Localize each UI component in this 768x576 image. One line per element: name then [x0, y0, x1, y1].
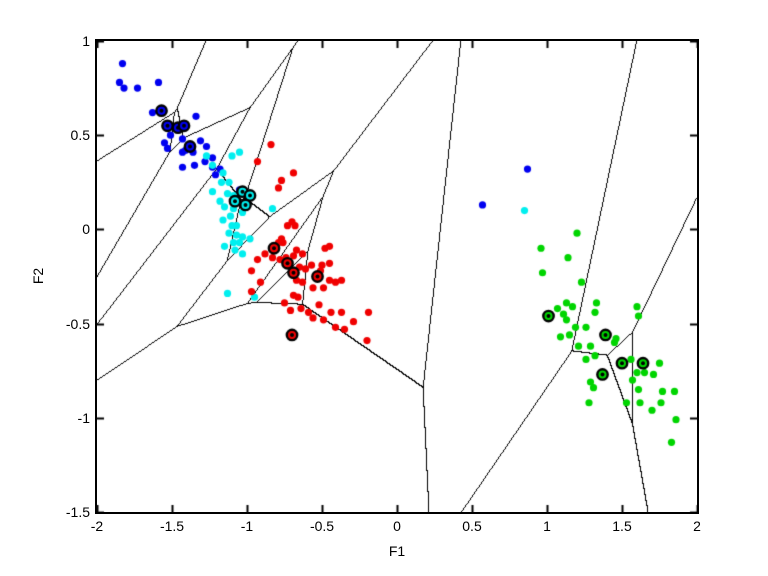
- y-tick-label: -0.5: [65, 315, 90, 332]
- x-tick-label: 1.5: [612, 518, 632, 534]
- x-tick-label: 0.5: [462, 518, 482, 534]
- x-tick-label: 0: [393, 518, 401, 534]
- x-tick-label: -0.5: [309, 518, 335, 534]
- x-tick-label: 1: [543, 518, 551, 534]
- y-tick-label: -1: [77, 409, 90, 426]
- y-tick-label: -1.5: [65, 504, 90, 520]
- scatter-voronoi-plot-canvas: [97, 41, 697, 512]
- y-axis-label: F2: [30, 267, 46, 285]
- x-tick-label: -1: [240, 518, 254, 534]
- x-tick-label: -1.5: [159, 518, 185, 534]
- x-tick-label: -2: [90, 518, 104, 534]
- y-tick-label: 0.5: [70, 127, 90, 144]
- y-tick-label: 1: [82, 33, 90, 49]
- x-axis-label: F1: [388, 543, 406, 559]
- y-tick-label: 0: [82, 221, 90, 238]
- x-tick-label: 2: [693, 518, 701, 534]
